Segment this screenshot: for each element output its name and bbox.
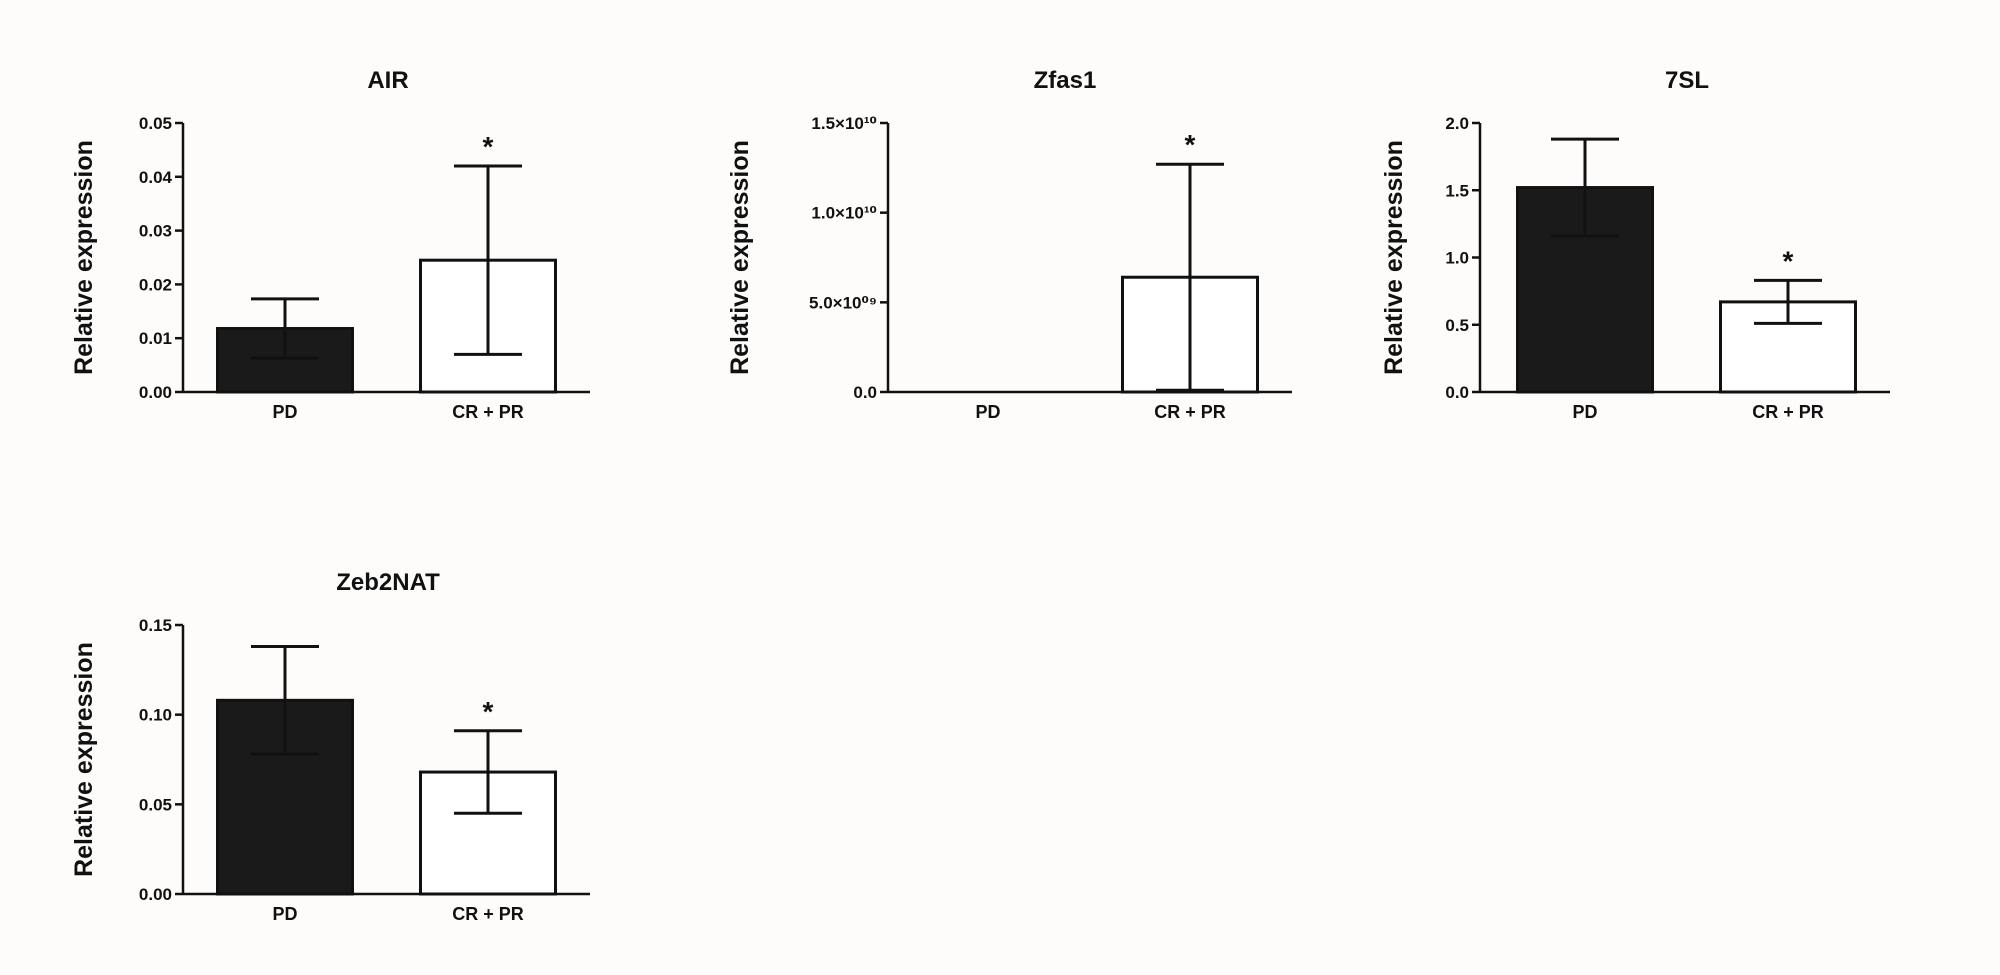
bar-cr-pr — [419, 770, 557, 896]
y-tick-label: 0.05 — [139, 114, 172, 133]
chart-panel-3: 7SL Relative expression 0.0 0.5 1.0 1.5 2.0 PD C… — [1380, 67, 1890, 422]
y-tick-label: 0.5 — [1445, 316, 1469, 335]
chart-panel-1: AIR Relative expression 0.00 0.01 0.02 0.03 0.… — [70, 67, 590, 422]
x-category-label: CR + PR — [452, 402, 524, 422]
x-category-label: PD — [272, 904, 297, 924]
y-tick-label: 0.15 — [139, 616, 172, 635]
chart-title: 7SL — [1665, 67, 1709, 94]
y-tick-label: 0.04 — [139, 168, 173, 187]
y-tick-label: 2.0 — [1445, 114, 1469, 133]
y-axis-label: Relative expression — [70, 642, 98, 877]
y-tick-label: 1.5×10¹⁰ — [811, 114, 877, 133]
y-tick-label: 5.0×10⁰⁹ — [809, 293, 877, 312]
y-tick-label: 0.05 — [139, 795, 172, 814]
y-tick-label: 0.00 — [139, 885, 172, 904]
x-category-label: CR + PR — [1752, 402, 1824, 422]
chart-panel-4: Zeb2NAT Relative expression 0.00 0.05 0.10 0.… — [70, 569, 590, 924]
x-category-label: PD — [975, 402, 1000, 422]
y-tick-label: 0.00 — [139, 383, 172, 402]
significance-marker: * — [1185, 129, 1196, 160]
y-axis-label: Relative expression — [70, 140, 98, 375]
y-tick-label: 1.0×10¹⁰ — [811, 204, 877, 223]
chart-title: AIR — [367, 67, 408, 94]
x-category-label: PD — [272, 402, 297, 422]
y-axis-label: Relative expression — [726, 140, 754, 375]
y-tick-label: 0.10 — [139, 706, 172, 725]
row-1-background — [12, 12, 1988, 474]
chart-title: Zfas1 — [1034, 67, 1097, 94]
x-category-label: CR + PR — [1154, 402, 1226, 422]
y-tick-label: 0.02 — [139, 275, 172, 294]
chart-panel-2: Zfas1 Relative expression 0.0 5.0×10⁰⁹ 1.0×1… — [726, 67, 1292, 422]
x-category-label: PD — [1572, 402, 1597, 422]
y-tick-label: 0.03 — [139, 222, 172, 241]
y-tick-label: 0.0 — [853, 383, 877, 402]
significance-marker: * — [1783, 245, 1794, 276]
chart-title: Zeb2NAT — [336, 569, 440, 596]
charts-container: AIR Relative expression 0.00 0.01 0.02 0.03 0.… — [70, 67, 1890, 924]
significance-marker: * — [483, 696, 494, 727]
y-axis-label: Relative expression — [1380, 140, 1408, 375]
y-tick-label: 0.0 — [1445, 383, 1469, 402]
x-category-label: CR + PR — [452, 904, 524, 924]
significance-marker: * — [483, 131, 494, 162]
y-tick-label: 1.0 — [1445, 249, 1469, 268]
y-tick-label: 1.5 — [1445, 181, 1469, 200]
y-tick-label: 0.01 — [139, 329, 172, 348]
